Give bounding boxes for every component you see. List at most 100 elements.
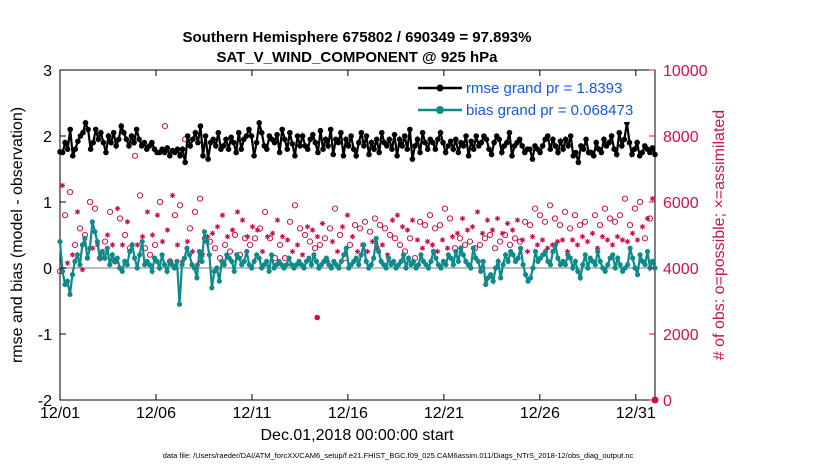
rmse-point	[325, 143, 331, 149]
obs-possible-point	[371, 215, 379, 222]
obs-assimilated-point	[209, 230, 216, 236]
obs-possible-point	[61, 212, 69, 219]
bias-point	[625, 262, 631, 268]
bias-point	[585, 265, 591, 271]
bias-point	[510, 252, 516, 258]
rmse-point	[547, 146, 554, 152]
bias-point	[515, 255, 521, 261]
rmse-point	[384, 143, 390, 149]
bias-point	[530, 265, 536, 271]
bias-point	[495, 258, 501, 264]
rmse-point	[432, 146, 439, 152]
obs-assimilated-point	[379, 242, 386, 248]
rmse-point	[371, 146, 377, 152]
obs-assimilated-point	[69, 252, 76, 258]
obs-possible-point	[76, 225, 84, 232]
obs-possible-point	[456, 235, 464, 242]
obs-possible-point	[351, 222, 359, 229]
rmse-point	[361, 143, 367, 149]
obs-assimilated-point	[104, 232, 111, 238]
rmse-point	[90, 139, 96, 146]
rmse-point	[126, 143, 132, 149]
obs-possible-point	[606, 215, 614, 222]
obs-possible-point	[101, 238, 109, 245]
rmse-point	[315, 149, 321, 156]
legend-bias-marker	[436, 106, 444, 114]
bias-point	[498, 275, 504, 281]
obs-assimilated-point	[204, 234, 211, 240]
bias-point	[229, 258, 235, 264]
rmse-point	[647, 149, 653, 156]
bias-point	[627, 245, 633, 251]
obs-assimilated-point	[539, 237, 546, 243]
rmse-point	[192, 129, 199, 136]
obs-possible-point	[601, 205, 609, 212]
rmse-point	[235, 129, 242, 136]
bias-series	[57, 219, 658, 321]
obs-possible-point	[641, 235, 649, 242]
obs-possible-point	[576, 222, 584, 229]
obs-possible-point	[631, 205, 639, 212]
obs-assimilated-point	[159, 239, 166, 245]
rmse-series	[57, 119, 658, 166]
bias-point	[59, 268, 66, 274]
bias-point	[595, 248, 601, 255]
rmse-point	[299, 133, 306, 139]
obs-possible-point	[91, 205, 99, 212]
bias-point	[637, 252, 643, 258]
y-right-tick-label: 8000	[663, 129, 699, 146]
obs-assimilated-point	[549, 242, 556, 248]
rmse-point	[544, 133, 551, 139]
bias-point	[363, 258, 369, 264]
bias-point	[154, 258, 160, 264]
rmse-point	[238, 146, 245, 152]
obs-assimilated-point	[639, 224, 646, 230]
obs-assimilated-point	[494, 215, 501, 222]
rmse-point	[121, 129, 127, 136]
bias-point	[488, 272, 494, 278]
rmse-point	[161, 149, 168, 156]
bias-point	[79, 242, 86, 248]
bias-point	[216, 278, 222, 284]
obs-assimilated-point	[514, 217, 521, 223]
rmse-point	[373, 136, 380, 143]
bias-point	[266, 268, 272, 274]
bias-point	[159, 252, 165, 258]
bias-point	[567, 255, 573, 261]
bias-point	[204, 239, 210, 245]
bias-point	[542, 248, 549, 255]
rmse-point	[248, 133, 255, 139]
obs-assimilated-point	[614, 234, 621, 240]
obs-assimilated-point	[484, 217, 491, 223]
obs-possible-point	[131, 152, 139, 159]
rmse-point	[200, 153, 206, 159]
y-axis-left-ticks: -2 -1 0 1 2 3	[38, 63, 66, 410]
obs-possible-point	[121, 231, 129, 239]
rmse-point	[539, 143, 546, 149]
rmse-point	[177, 153, 183, 159]
bias-point	[470, 245, 476, 251]
obs-assimilated-point	[124, 219, 131, 225]
bias-point	[649, 258, 656, 264]
obs-possible-point	[261, 208, 269, 215]
obs-assimilated-point	[449, 234, 456, 240]
rmse-point	[251, 153, 257, 159]
obs-assimilated-point	[279, 234, 286, 240]
rmse-point	[401, 133, 408, 139]
rmse-point	[304, 146, 311, 152]
obs-assimilated-point	[244, 234, 251, 240]
obs-assimilated-point	[294, 242, 301, 248]
obs-assimilated-point	[289, 248, 296, 255]
bias-point	[448, 255, 454, 261]
y-right-tick-label: 0	[663, 393, 672, 410]
rmse-point	[343, 136, 349, 143]
rmse-point	[87, 146, 94, 152]
bias-point	[179, 262, 185, 268]
obs-possible-point	[231, 231, 239, 239]
obs-assimilated-point	[189, 248, 196, 255]
obs-possible-point	[321, 235, 329, 242]
rmse-point	[470, 146, 477, 152]
obs-possible-point	[521, 218, 529, 225]
obs-possible-point	[151, 241, 159, 248]
rmse-point	[271, 139, 278, 146]
